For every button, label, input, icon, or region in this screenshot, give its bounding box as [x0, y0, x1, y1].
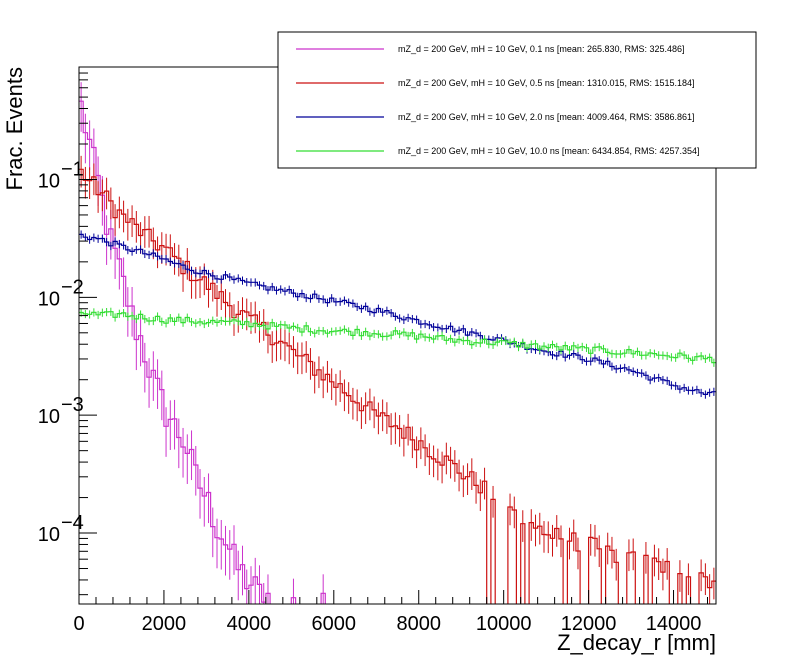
legend-entry-label: mZ_d = 200 GeV, mH = 10 GeV, 0.5 ns [mea…	[398, 78, 695, 88]
y-tick-label-exponent: −2	[61, 276, 84, 298]
series-step-line	[79, 168, 716, 604]
y-tick-label-exponent: −1	[61, 158, 84, 180]
x-tick-label: 0	[73, 613, 84, 635]
histogram-series-1	[79, 155, 716, 604]
legend-entry-label: mZ_d = 200 GeV, mH = 10 GeV, 0.1 ns [mea…	[398, 44, 685, 54]
y-tick-label-exponent: −4	[61, 512, 84, 534]
series-step-line	[79, 100, 326, 604]
legend-entry-label: mZ_d = 200 GeV, mH = 10 GeV, 2.0 ns [mea…	[398, 112, 695, 122]
y-tick-label-exponent: −3	[61, 394, 84, 416]
y-tick-label-base: 10	[38, 288, 60, 310]
legend: mZ_d = 200 GeV, mH = 10 GeV, 0.1 ns [mea…	[277, 31, 757, 169]
x-tick-label: 12000	[561, 613, 617, 635]
series-step-line	[79, 233, 716, 395]
x-tick-label: 10000	[476, 613, 532, 635]
legend-entry-label: mZ_d = 200 GeV, mH = 10 GeV, 10.0 ns [me…	[398, 146, 700, 156]
y-axis-title: Frac. Events	[2, 67, 27, 190]
x-tick-label: 6000	[312, 613, 357, 635]
x-tick-label: 8000	[396, 613, 441, 635]
x-tick-label: 4000	[227, 613, 272, 635]
x-tick-label: 2000	[142, 613, 187, 635]
y-tick-label-base: 10	[38, 170, 60, 192]
x-axis-title: Z_decay_r [mm]	[557, 630, 716, 655]
legend-box	[277, 31, 757, 169]
y-tick-label-base: 10	[38, 406, 60, 428]
x-tick-label: 14000	[646, 613, 702, 635]
y-tick-label-base: 10	[38, 524, 60, 546]
series-step-line	[79, 311, 716, 364]
histogram-series-3	[79, 307, 716, 367]
